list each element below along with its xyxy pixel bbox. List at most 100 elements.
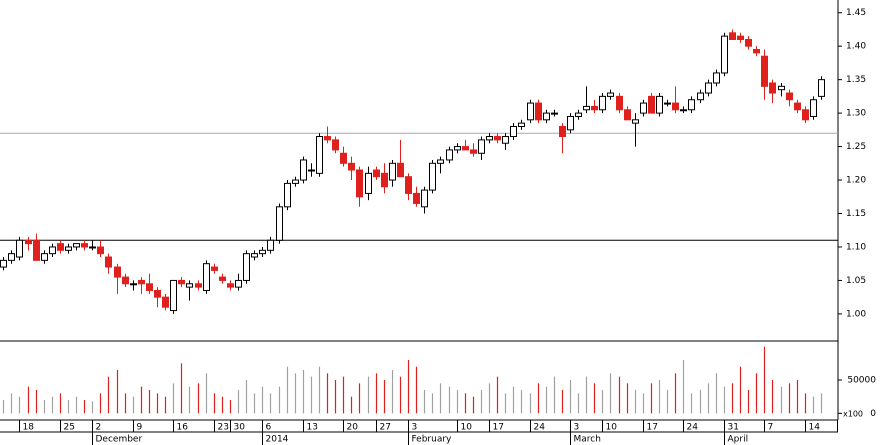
candle-body — [219, 276, 226, 281]
candle-body — [340, 152, 347, 164]
y-tick-label: 1.25 — [846, 142, 866, 152]
y-tick-label: 1.05 — [846, 276, 866, 286]
y-tick-label: 1.00 — [846, 309, 866, 319]
candle-body — [389, 162, 396, 181]
candle-body — [356, 169, 363, 198]
y-tick-label: 1.35 — [846, 75, 866, 85]
candle-body — [583, 105, 590, 111]
candle-body — [551, 112, 558, 115]
candle-body — [373, 169, 380, 178]
candle-body — [672, 102, 679, 111]
candle-body — [640, 102, 647, 114]
candle-body — [559, 125, 566, 138]
candle-body — [170, 279, 177, 312]
candle-body — [680, 109, 687, 112]
candle-body — [486, 136, 493, 141]
candle-body — [688, 99, 695, 111]
candle-body — [122, 276, 129, 285]
candle-body — [276, 206, 283, 241]
candle-body — [235, 279, 242, 288]
candle-body — [543, 112, 550, 121]
candle-body — [365, 172, 372, 194]
candle-body — [251, 253, 258, 258]
candle-body — [518, 122, 525, 127]
candle-body — [624, 109, 631, 121]
x-tick-label: 27 — [380, 423, 391, 433]
x-tick-label: 20 — [347, 423, 359, 433]
candle-body — [105, 256, 112, 268]
plot: 1825291623306132027310172431017243171421… — [0, 29, 838, 445]
candle-body — [243, 253, 250, 281]
candle-body — [381, 172, 388, 188]
candle-body — [41, 253, 48, 261]
candle-body — [316, 136, 323, 174]
candle-body — [705, 82, 712, 94]
x-tick-label: 7 — [768, 423, 774, 433]
y-tick-label: 1.30 — [846, 109, 866, 119]
candle-body — [203, 263, 210, 291]
y-tick-label: 1.45 — [846, 8, 866, 18]
x-tick-label: 9 — [137, 423, 143, 433]
candle-body — [308, 169, 315, 172]
x-tick-label: 31 — [728, 423, 739, 433]
x-tick-label: 24 — [687, 423, 699, 433]
x-tick-label: 6 — [266, 423, 272, 433]
candle-body — [25, 239, 32, 245]
month-label: 2014 — [266, 435, 289, 445]
candle-body — [186, 283, 193, 288]
x-tick-label: 23 — [218, 423, 229, 433]
candle-body — [284, 182, 291, 208]
candle-body — [33, 239, 40, 261]
y-tick-label: 1.40 — [846, 42, 866, 52]
month-label: December — [96, 435, 143, 445]
y-tick-label: 1.10 — [846, 242, 866, 252]
candle-body — [397, 162, 404, 178]
candle-body — [697, 92, 704, 101]
candle-body — [778, 85, 785, 91]
x-tick-label: 18 — [23, 423, 35, 433]
x-tick-label: 16 — [177, 423, 189, 433]
candle-body — [227, 283, 234, 288]
candle-body — [114, 266, 121, 278]
candle-body — [437, 159, 444, 164]
candle-body — [300, 159, 307, 181]
volume-unit: x100 — [843, 410, 863, 419]
x-tick-label: 10 — [606, 423, 618, 433]
x-tick-label: 17 — [647, 423, 658, 433]
candle-body — [259, 249, 266, 255]
candle-body — [527, 102, 534, 121]
candle-body — [429, 162, 436, 191]
candle-body — [607, 92, 614, 97]
candle-body — [332, 139, 339, 151]
candle-body — [769, 82, 776, 94]
candle-body — [49, 246, 56, 255]
candle-body — [8, 253, 15, 261]
x-tick-label: 3 — [574, 423, 580, 433]
candle-body — [292, 179, 299, 184]
candle-body — [138, 279, 145, 285]
candle-body — [195, 283, 202, 288]
candle-body — [81, 243, 88, 248]
candle-body — [761, 55, 768, 87]
candle-body — [267, 239, 274, 251]
candle-body — [97, 246, 104, 255]
candle-body — [745, 38, 752, 47]
candle-body — [648, 95, 655, 114]
candle-body — [405, 176, 412, 194]
x-tick-label: 25 — [64, 423, 75, 433]
month-label: April — [728, 435, 749, 445]
candle-body — [162, 296, 169, 308]
candle-body — [324, 136, 331, 141]
candle-body — [73, 243, 80, 248]
candle-body — [591, 105, 598, 111]
candle-body — [510, 125, 517, 138]
candle-body — [632, 119, 639, 124]
month-label: February — [412, 435, 453, 445]
x-tick-label: 17 — [493, 423, 504, 433]
candle-body — [462, 146, 469, 151]
candle-body — [713, 72, 720, 84]
candle-body — [599, 95, 606, 111]
y-tick-label: 1.15 — [846, 209, 866, 219]
